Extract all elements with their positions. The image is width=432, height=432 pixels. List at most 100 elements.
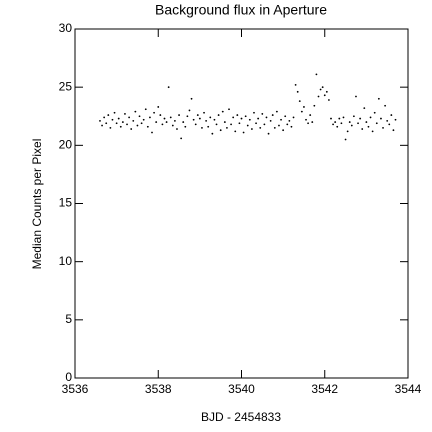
point — [207, 125, 210, 128]
point — [211, 132, 214, 135]
point — [294, 83, 297, 86]
y-tick-label: 5 — [65, 312, 72, 326]
point — [263, 123, 266, 126]
point — [251, 128, 253, 130]
point — [140, 122, 143, 125]
point — [117, 117, 120, 120]
point — [182, 121, 185, 123]
point — [375, 122, 378, 125]
chart-title: Background flux in Aperture — [155, 2, 327, 18]
point — [146, 125, 149, 128]
point — [165, 121, 168, 123]
point — [157, 106, 160, 108]
point — [350, 124, 353, 127]
point — [384, 104, 387, 107]
point — [361, 128, 364, 130]
point — [111, 118, 114, 121]
y-tick-label: 25 — [59, 79, 73, 93]
point — [198, 117, 201, 120]
point — [238, 122, 241, 125]
point — [371, 130, 374, 133]
point — [319, 88, 322, 91]
point — [213, 118, 216, 121]
point — [192, 118, 195, 121]
point — [201, 126, 203, 129]
point — [382, 126, 384, 129]
point — [121, 121, 124, 123]
point — [269, 120, 272, 122]
point — [209, 116, 212, 119]
point — [244, 115, 247, 118]
point — [332, 123, 334, 126]
point — [334, 121, 337, 123]
point — [280, 118, 282, 121]
point — [190, 97, 193, 100]
point — [271, 114, 274, 116]
point — [317, 95, 320, 98]
point — [236, 114, 239, 116]
point — [265, 116, 268, 119]
point — [161, 123, 164, 126]
point — [286, 123, 289, 126]
point — [355, 95, 357, 98]
point — [153, 111, 155, 114]
point — [169, 116, 172, 119]
y-tick-label: 20 — [59, 138, 73, 152]
point — [259, 126, 262, 129]
point — [248, 118, 251, 121]
x-tick-label: 3542 — [311, 382, 338, 396]
point — [186, 115, 189, 118]
point — [363, 107, 366, 110]
x-tick-label: 3538 — [145, 382, 172, 396]
y-axis-label: Median Counts per Pixel — [30, 139, 44, 270]
y-tick-label: 30 — [59, 21, 73, 35]
point — [253, 111, 255, 114]
point — [338, 117, 341, 120]
point — [367, 125, 370, 128]
point — [99, 120, 101, 122]
point — [203, 111, 205, 114]
point — [392, 129, 395, 132]
point — [284, 115, 287, 118]
point — [377, 97, 380, 100]
point — [171, 124, 174, 127]
point — [142, 118, 145, 121]
point — [230, 123, 232, 126]
point — [113, 111, 116, 114]
point — [330, 117, 332, 120]
point — [388, 123, 391, 126]
point — [105, 122, 108, 125]
point — [300, 110, 303, 113]
point — [380, 117, 382, 120]
point — [357, 122, 359, 125]
point — [151, 131, 153, 134]
x-tick-label: 3544 — [395, 382, 422, 396]
point — [184, 125, 187, 128]
point — [342, 116, 345, 119]
point — [194, 123, 197, 126]
point — [103, 116, 106, 119]
y-tick-label: 0 — [65, 370, 72, 384]
point — [124, 113, 126, 115]
point — [261, 113, 264, 115]
point — [267, 132, 270, 135]
point — [246, 124, 249, 127]
point — [365, 121, 368, 123]
point — [215, 123, 218, 126]
point — [134, 110, 137, 113]
point — [128, 116, 131, 119]
point — [167, 86, 170, 89]
x-axis-label: BJD - 2454833 — [201, 410, 281, 424]
point — [130, 128, 133, 130]
point — [109, 126, 112, 129]
point — [132, 120, 135, 122]
x-tick-label: 3536 — [62, 382, 89, 396]
point — [344, 138, 347, 141]
point — [115, 122, 118, 125]
point — [390, 114, 393, 116]
point — [288, 120, 291, 122]
point — [180, 137, 183, 140]
point — [296, 90, 299, 93]
point — [394, 118, 397, 121]
point — [176, 128, 178, 130]
